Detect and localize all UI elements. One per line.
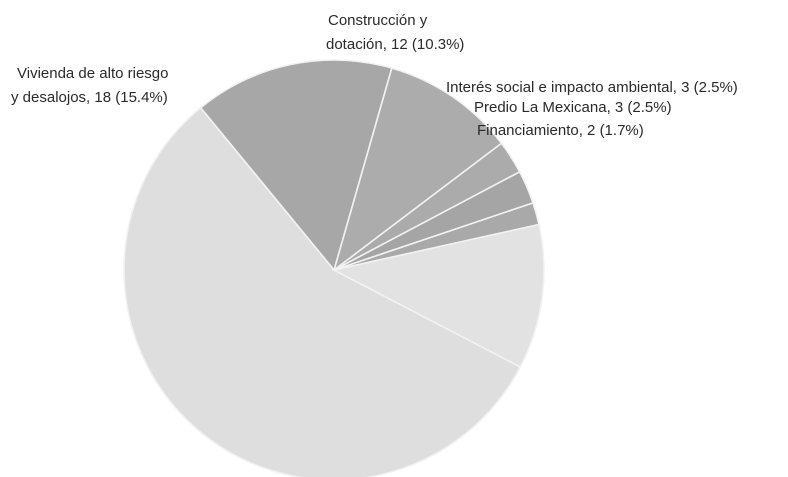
- label-financiamiento: Financiamiento, 2 (1.7%): [477, 122, 644, 139]
- slice-construccion-y-dotacion: [332, 67, 503, 273]
- label-predio-la-mexicana: Predio La Mexicana, 3 (2.5%): [474, 99, 672, 116]
- pie-slices: [123, 59, 545, 477]
- label-vivienda-line-2: y desalojos, 18 (15.4%): [11, 89, 168, 106]
- label-vivienda-line-1: Vivienda de alto riesgo: [17, 65, 169, 82]
- label-vivienda: Vivienda de alto riesgo y desalojos, 18 …: [11, 65, 169, 106]
- slice-right-unlabeled: [331, 223, 545, 369]
- slice-large-unlabeled: [123, 106, 522, 477]
- label-interes-social: Interés social e impacto ambiental, 3 (2…: [446, 79, 738, 96]
- label-construccion-line-2: dotación, 12 (10.3%): [326, 36, 464, 53]
- label-construccion-line-1: Construcción y: [328, 12, 428, 29]
- label-construccion: Construcción y dotación, 12 (10.3%): [326, 12, 464, 53]
- slice-vivienda-alto-riesgo: [199, 59, 393, 272]
